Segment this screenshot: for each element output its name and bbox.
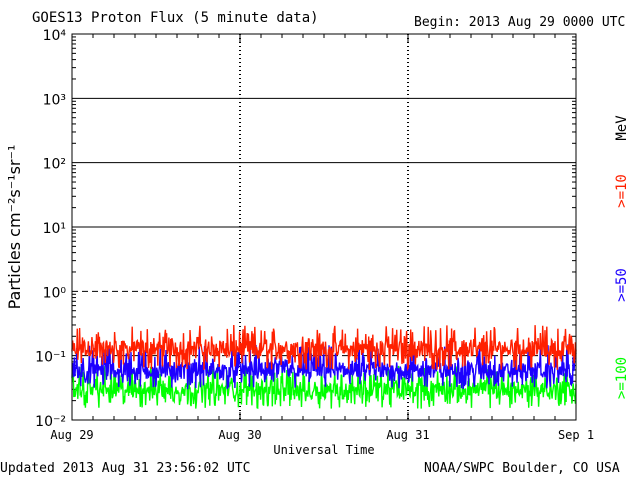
x-tick-label: Aug 30 [218,428,261,442]
begin-time: Begin: 2013 Aug 29 0000 UTC [414,15,626,30]
y-tick-label: 10² [43,157,66,173]
x-tick-label: Aug 31 [386,428,429,442]
legend-ge10: >=10 [614,174,630,208]
y-axis-label: Particles cm⁻²s⁻¹sr⁻¹ [5,145,24,310]
series-ge10-line [71,324,577,372]
y-tick-label: 10⁰ [43,285,67,301]
y-tick-label: 10⁻¹ [35,350,66,366]
y-tick-label: 10⁴ [43,28,67,44]
updated-time: Updated 2013 Aug 31 23:56:02 UTC [0,461,251,476]
legend-unit-mev: MeV [614,115,630,141]
y-tick-label: 10⁻² [35,414,66,430]
legend-ge50: >=50 [614,268,630,302]
legend-ge100: >=100 [614,357,630,399]
series-line [71,344,577,390]
y-tick-labels: 10⁻² 10⁻¹ 10⁰ 10¹ 10² 10³ 10⁴ [35,28,66,430]
series-ge100-line [71,365,577,409]
y-tick-label: 10³ [43,92,66,108]
series-line [71,324,577,372]
series-line [71,365,577,409]
x-tick-label: Aug 29 [50,428,93,442]
series-ge50-line [71,344,577,390]
x-tick-label: Sep 1 [558,428,594,442]
x-tick-labels: Aug 29 Aug 30 Aug 31 Sep 1 [50,428,594,442]
credit-text: NOAA/SWPC Boulder, CO USA [424,461,620,476]
plot-frame [71,33,577,421]
x-axis-label: Universal Time [273,443,374,457]
chart-title: GOES13 Proton Flux (5 minute data) [32,10,319,26]
y-tick-label: 10¹ [43,221,66,237]
grid-lines [72,34,576,420]
